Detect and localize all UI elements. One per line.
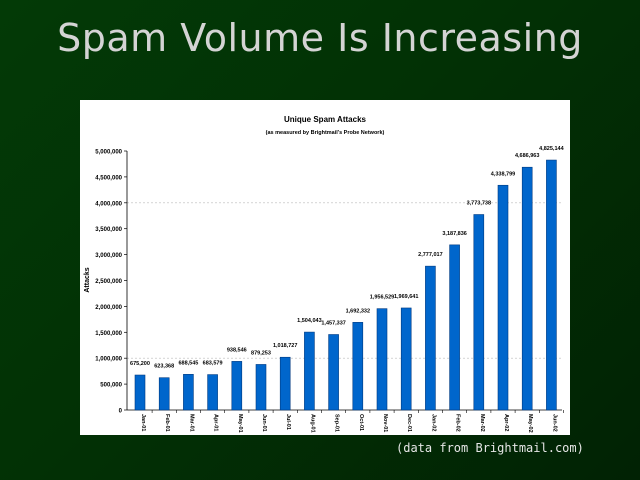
chart-canvas: Unique Spam Attacks (as measured by Brig… bbox=[84, 115, 565, 433]
slide-title: Spam Volume Is Increasing bbox=[57, 16, 583, 60]
x-tick-label: Mar-02 bbox=[479, 414, 485, 432]
y-tick-label: 2,500,000 bbox=[95, 279, 122, 285]
x-tick-label: Jul-01 bbox=[285, 414, 291, 430]
x-tick-label: Jan-02 bbox=[430, 414, 436, 431]
x-tick-label: Apr-01 bbox=[213, 414, 219, 431]
x-tick-label: Feb-01 bbox=[164, 414, 170, 432]
bar bbox=[425, 265, 436, 411]
y-tick-label: 500,000 bbox=[100, 383, 122, 389]
data-label: 1,969,641 bbox=[394, 294, 418, 300]
data-label: 2,777,017 bbox=[418, 252, 442, 258]
data-label: 1,018,727 bbox=[273, 343, 297, 349]
bar bbox=[328, 334, 339, 411]
bar bbox=[134, 374, 146, 411]
bar bbox=[449, 244, 460, 411]
x-tick-label: Nov-01 bbox=[382, 414, 388, 432]
bar bbox=[158, 377, 170, 411]
data-label: 4,338,799 bbox=[491, 171, 515, 177]
y-tick-label: 2,000,000 bbox=[95, 305, 122, 311]
bar bbox=[521, 166, 533, 411]
data-label: 4,825,144 bbox=[539, 146, 564, 152]
x-tick-label: Aug-01 bbox=[309, 414, 315, 433]
x-tick-label: May-01 bbox=[237, 414, 243, 433]
y-axis-label: Attacks bbox=[84, 267, 91, 292]
x-tick-label: Jun-02 bbox=[551, 414, 557, 432]
y-tick-label: 0 bbox=[119, 409, 123, 415]
y-tick-label: 4,000,000 bbox=[95, 201, 122, 207]
bar bbox=[473, 214, 485, 411]
bar bbox=[207, 374, 218, 411]
y-tick-label: 4,500,000 bbox=[95, 175, 122, 181]
data-label: 1,504,043 bbox=[297, 318, 321, 324]
y-tick-label: 3,500,000 bbox=[95, 227, 122, 233]
bar bbox=[376, 308, 388, 411]
data-label: 683,579 bbox=[203, 361, 223, 367]
x-tick-label: Oct-01 bbox=[358, 414, 364, 431]
y-tick-label: 1,500,000 bbox=[95, 331, 122, 337]
bar bbox=[255, 364, 267, 411]
x-tick-label: Apr-02 bbox=[503, 414, 509, 431]
x-tick-label: May-02 bbox=[527, 414, 533, 433]
data-label: 1,692,332 bbox=[346, 308, 370, 314]
x-tick-label: Jun-01 bbox=[261, 414, 267, 432]
y-tick-label: 5,000,000 bbox=[95, 150, 122, 156]
bar bbox=[352, 322, 364, 411]
data-label: 688,545 bbox=[178, 360, 198, 366]
bar bbox=[400, 307, 412, 411]
bar bbox=[304, 331, 315, 411]
y-tick-label: 3,000,000 bbox=[95, 253, 122, 259]
data-label: 675,200 bbox=[130, 361, 150, 367]
data-source-note: (data from Brightmail.com) bbox=[396, 441, 584, 455]
data-label: 3,773,738 bbox=[467, 201, 491, 207]
bar-chart: Unique Spam Attacks (as measured by Brig… bbox=[80, 100, 570, 435]
bar bbox=[497, 184, 509, 411]
x-tick-label: Sep-01 bbox=[334, 414, 340, 432]
bar bbox=[183, 374, 194, 411]
data-label: 879,253 bbox=[251, 350, 271, 356]
x-tick-label: Dec-01 bbox=[406, 414, 412, 432]
chart-subtitle: (as measured by Brightmail's Probe Netwo… bbox=[266, 130, 385, 136]
data-label: 938,546 bbox=[227, 347, 247, 353]
bar bbox=[546, 159, 557, 411]
data-label: 1,956,529 bbox=[370, 295, 394, 301]
x-tick-label: Jan-01 bbox=[140, 414, 146, 431]
x-tick-label: Feb-02 bbox=[455, 414, 461, 432]
data-label: 4,686,963 bbox=[515, 153, 539, 159]
bar bbox=[279, 356, 291, 411]
y-tick-label: 1,000,000 bbox=[95, 357, 122, 363]
bar bbox=[231, 361, 243, 411]
data-label: 3,187,836 bbox=[442, 231, 466, 237]
x-tick-label: Mar-01 bbox=[188, 414, 194, 432]
chart-title: Unique Spam Attacks bbox=[284, 115, 366, 124]
data-label: 623,368 bbox=[154, 364, 174, 370]
data-label: 1,457,337 bbox=[321, 321, 345, 327]
